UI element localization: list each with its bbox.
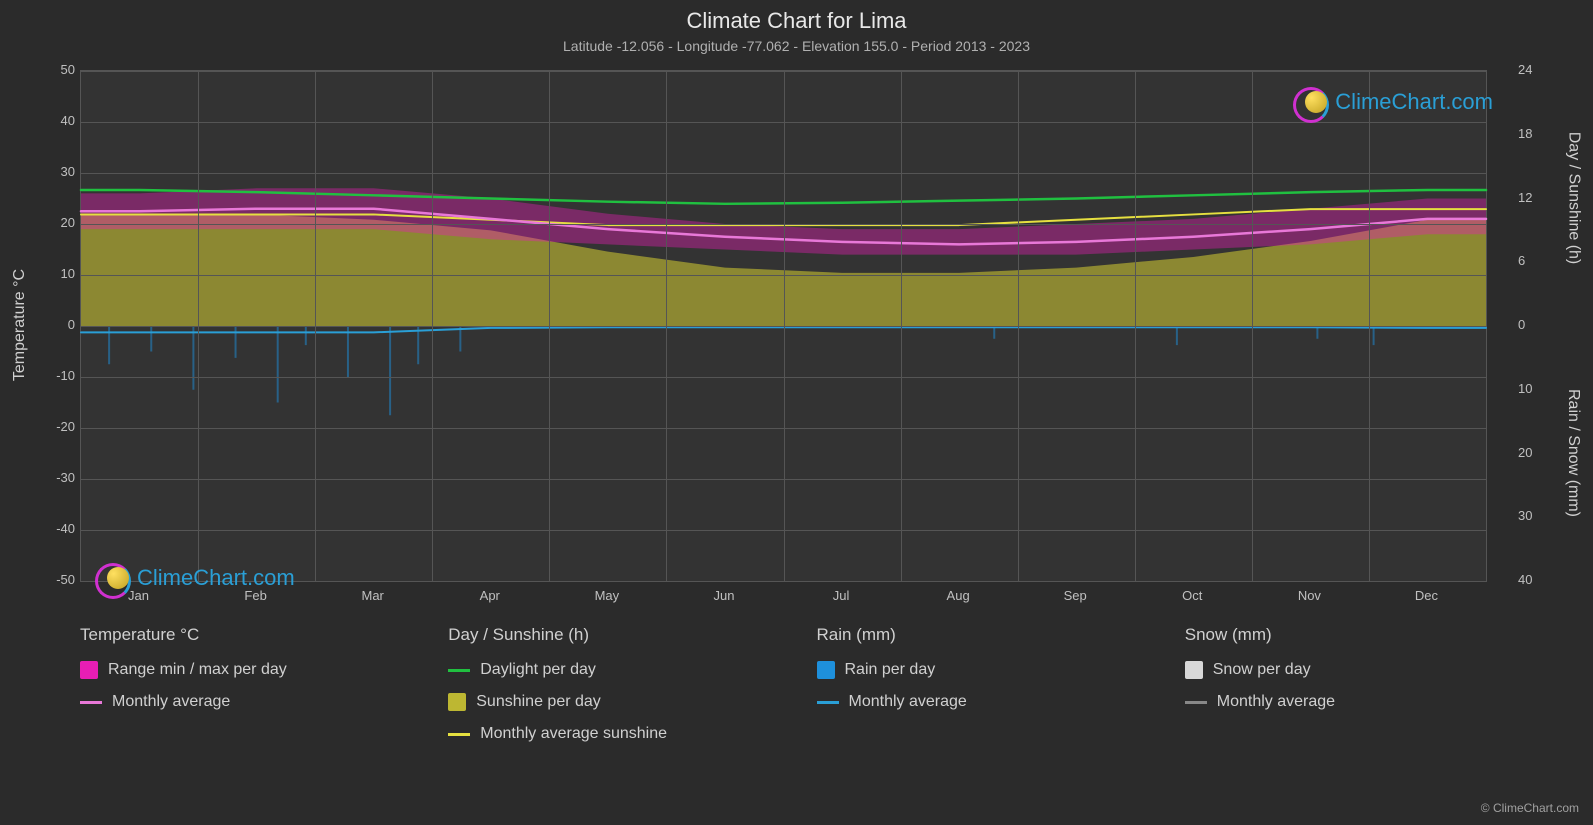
y-left-tick: -10 (35, 368, 75, 383)
legend-label: Monthly average (1217, 693, 1335, 711)
y-right-tick: 30 (1518, 508, 1558, 523)
legend-item: Monthly average sunshine (448, 725, 776, 743)
legend-label: Range min / max per day (108, 661, 287, 679)
x-tick: Jun (694, 588, 754, 603)
legend-swatch (1185, 701, 1207, 704)
brand-logo-top: ClimeChart.com (1293, 85, 1493, 119)
legend-item: Sunshine per day (448, 693, 776, 711)
legend-swatch (80, 661, 98, 679)
copyright: © ClimeChart.com (1481, 801, 1579, 815)
legend-item: Rain per day (817, 661, 1145, 679)
legend-column: Temperature °C Range min / max per day Mon… (80, 625, 408, 743)
legend: Temperature °C Range min / max per day Mon… (80, 625, 1513, 743)
legend-swatch (448, 693, 466, 711)
x-tick: Feb (226, 588, 286, 603)
y-right-axis-label-top: Day / Sunshine (h) (1563, 70, 1583, 325)
x-tick: Apr (460, 588, 520, 603)
legend-label: Monthly average (112, 693, 230, 711)
y-left-tick: 30 (35, 164, 75, 179)
y-right-tick: 10 (1518, 381, 1558, 396)
y-right-tick: 6 (1518, 253, 1558, 268)
legend-heading: Rain (mm) (817, 625, 1145, 645)
y-right-axis-label-bottom: Rain / Snow (mm) (1563, 325, 1583, 580)
x-tick: Jan (109, 588, 169, 603)
legend-swatch (448, 733, 470, 736)
legend-item: Range min / max per day (80, 661, 408, 679)
y-left-tick: 20 (35, 215, 75, 230)
legend-column: Rain (mm) Rain per day Monthly average (817, 625, 1145, 743)
legend-heading: Day / Sunshine (h) (448, 625, 776, 645)
legend-item: Daylight per day (448, 661, 776, 679)
legend-heading: Snow (mm) (1185, 625, 1513, 645)
y-right-tick: 40 (1518, 572, 1558, 587)
legend-swatch (817, 661, 835, 679)
legend-item: Snow per day (1185, 661, 1513, 679)
y-left-tick: 0 (35, 317, 75, 332)
x-tick: May (577, 588, 637, 603)
legend-label: Rain per day (845, 661, 936, 679)
legend-item: Monthly average (80, 693, 408, 711)
legend-label: Snow per day (1213, 661, 1311, 679)
chart-subtitle: Latitude -12.056 - Longitude -77.062 - E… (0, 38, 1593, 54)
legend-column: Day / Sunshine (h) Daylight per day Sunshi… (448, 625, 776, 743)
y-left-tick: 50 (35, 62, 75, 77)
y-left-tick: 40 (35, 113, 75, 128)
y-right-tick: 24 (1518, 62, 1558, 77)
y-left-tick: -40 (35, 521, 75, 536)
x-tick: Mar (343, 588, 403, 603)
legend-item: Monthly average (817, 693, 1145, 711)
x-tick: Dec (1396, 588, 1456, 603)
x-tick: Aug (928, 588, 988, 603)
y-left-tick: 10 (35, 266, 75, 281)
y-left-axis-label: Temperature °C (10, 70, 30, 580)
y-left-tick: -30 (35, 470, 75, 485)
plot-area (80, 70, 1487, 582)
legend-label: Daylight per day (480, 661, 596, 679)
legend-label: Monthly average sunshine (480, 725, 667, 743)
legend-heading: Temperature °C (80, 625, 408, 645)
legend-label: Sunshine per day (476, 693, 601, 711)
legend-swatch (448, 669, 470, 672)
x-tick: Jul (811, 588, 871, 603)
y-left-tick: -50 (35, 572, 75, 587)
x-tick: Nov (1279, 588, 1339, 603)
y-left-tick: -20 (35, 419, 75, 434)
y-right-tick: 0 (1518, 317, 1558, 332)
legend-swatch (817, 701, 839, 704)
legend-swatch (1185, 661, 1203, 679)
climechart-icon (1293, 85, 1327, 119)
y-right-tick: 12 (1518, 190, 1558, 205)
y-right-tick: 18 (1518, 126, 1558, 141)
legend-item: Monthly average (1185, 693, 1513, 711)
legend-column: Snow (mm) Snow per day Monthly average (1185, 625, 1513, 743)
y-right-tick: 20 (1518, 445, 1558, 460)
legend-label: Monthly average (849, 693, 967, 711)
x-tick: Sep (1045, 588, 1105, 603)
chart-title: Climate Chart for Lima (0, 8, 1593, 34)
x-tick: Oct (1162, 588, 1222, 603)
climate-chart: Climate Chart for Lima Latitude -12.056 … (0, 0, 1593, 825)
legend-swatch (80, 701, 102, 704)
